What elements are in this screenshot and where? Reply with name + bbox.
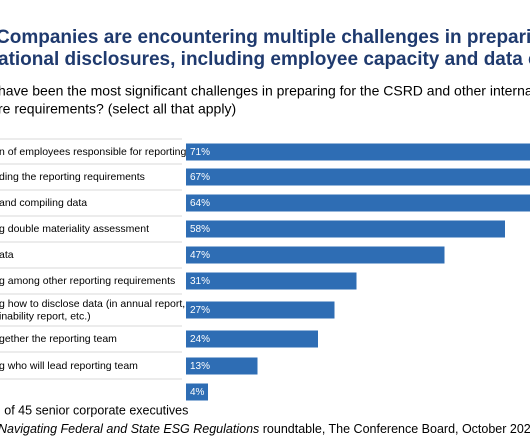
category-label: ata xyxy=(0,249,14,261)
category-label: g among other reporting requirements xyxy=(0,275,175,287)
bar xyxy=(186,357,258,375)
value-label: 67% xyxy=(190,172,210,183)
bar xyxy=(186,330,318,348)
value-label: 24% xyxy=(190,334,210,345)
bar xyxy=(186,272,357,290)
bar xyxy=(186,246,445,264)
value-label: 27% xyxy=(190,305,210,316)
category-label: n of employees responsible for reporting xyxy=(0,146,187,158)
source-text: roundtable, The Conference Board, Octobe… xyxy=(259,422,530,436)
bar xyxy=(186,383,208,401)
value-label: 58% xyxy=(190,224,210,235)
category-label: g who will lead reporting team xyxy=(0,360,138,372)
value-label: 31% xyxy=(190,276,210,287)
chart-title: Companies are encountering multiple chal… xyxy=(0,27,530,48)
bar xyxy=(186,194,530,212)
bar xyxy=(186,168,530,186)
category-label: and compiling data xyxy=(0,197,87,209)
value-label: 64% xyxy=(190,198,210,209)
footnote: l of 45 senior corporate executives xyxy=(0,403,188,417)
value-label: 71% xyxy=(190,147,210,158)
value-label: 47% xyxy=(190,250,210,261)
subtitle: have been the most significant challenge… xyxy=(0,83,530,99)
category-label: ding the reporting requirements xyxy=(0,171,145,183)
category-label: gether the reporting team xyxy=(0,333,117,345)
bar xyxy=(186,143,530,161)
value-label: 13% xyxy=(190,361,210,372)
bar xyxy=(186,220,505,238)
source: Navigating Federal and State ESG Regulat… xyxy=(0,422,530,436)
category-label: g double materiality assessment xyxy=(0,223,149,235)
subtitle: re requirements? (select all that apply) xyxy=(0,101,236,117)
source-title: Navigating Federal and State ESG Regulat… xyxy=(0,422,259,436)
bar xyxy=(186,301,335,319)
category-label: g how to disclose data (in annual report… xyxy=(0,298,185,323)
value-label: 4% xyxy=(190,387,205,398)
chart-title: ational disclosures, including employee … xyxy=(0,49,530,70)
